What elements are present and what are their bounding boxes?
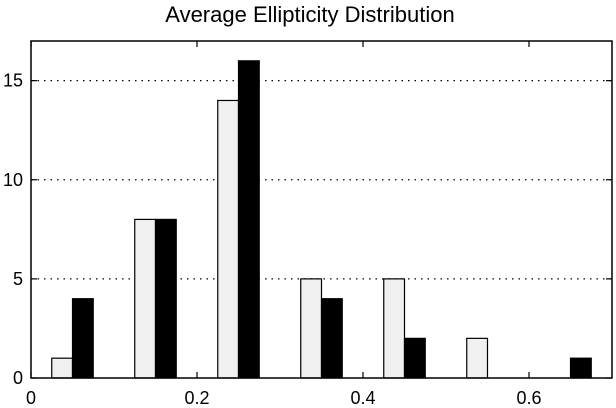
bar-series1-bin3 [217,99,240,379]
y-tick-label-0: 0 [13,368,23,388]
bar-series2-bin1 [71,298,94,379]
bar-series1-bin2 [134,218,157,379]
bar-series1-bin4 [300,278,323,379]
y-tick-label-5: 5 [13,269,23,289]
x-tick-label-0.2: 0.2 [184,388,209,408]
bar-series1-bin5 [383,278,406,379]
x-tick-label-0.6: 0.6 [516,388,541,408]
y-tick-labels: 0 5 10 15 [3,71,23,388]
bar-series2-bin2 [154,218,177,379]
x-tick-label-0.4: 0.4 [350,388,375,408]
x-tick-labels: 0 0.2 0.4 0.6 [26,388,542,408]
y-tick-label-15: 15 [3,71,23,91]
y-tick-label-10: 10 [3,170,23,190]
bar-series2-bin5 [403,337,426,379]
chart-title: Average Ellipticity Distribution [165,2,454,27]
bar-series1-bin6 [466,337,489,379]
ticks [30,41,612,379]
bars [51,60,592,379]
x-tick-label-0: 0 [26,388,36,408]
bar-series2-bin3 [237,60,260,379]
grid-lines [31,80,612,280]
bar-series1-bin1 [51,357,74,379]
bar-series2-bin7 [569,357,592,379]
plot-frame [30,40,613,379]
bar-series2-bin4 [320,298,343,379]
